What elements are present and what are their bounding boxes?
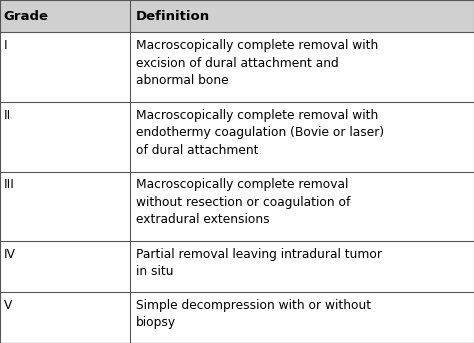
- Text: II: II: [4, 109, 11, 122]
- Text: I: I: [4, 39, 8, 52]
- Bar: [0, 102, 474, 172]
- Bar: [0, 0, 474, 32]
- Text: Grade: Grade: [4, 10, 49, 23]
- Bar: [0, 172, 474, 241]
- Bar: [0, 292, 474, 343]
- Text: IV: IV: [4, 248, 16, 261]
- Bar: [0, 241, 474, 292]
- Text: V: V: [4, 299, 12, 312]
- Text: Partial removal leaving intradural tumor
in situ: Partial removal leaving intradural tumor…: [136, 248, 382, 279]
- Text: Macroscopically complete removal with
excision of dural attachment and
abnormal : Macroscopically complete removal with ex…: [136, 39, 378, 87]
- Text: III: III: [4, 178, 15, 191]
- Text: Simple decompression with or without
biopsy: Simple decompression with or without bio…: [136, 299, 371, 329]
- Text: Definition: Definition: [136, 10, 210, 23]
- Bar: [0, 32, 474, 102]
- Text: Macroscopically complete removal with
endothermy coagulation (Bovie or laser)
of: Macroscopically complete removal with en…: [136, 109, 384, 157]
- Text: Macroscopically complete removal
without resection or coagulation of
extradural : Macroscopically complete removal without…: [136, 178, 350, 226]
